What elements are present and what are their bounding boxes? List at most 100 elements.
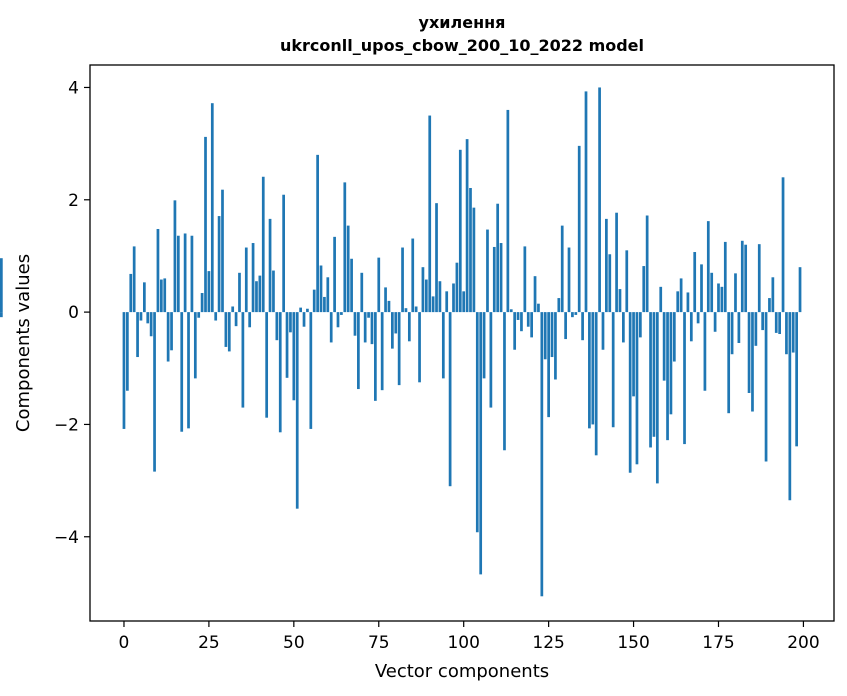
bar: [340, 312, 343, 315]
bar: [717, 283, 720, 313]
bar: [577, 145, 581, 313]
bar: [295, 312, 299, 509]
bar: [414, 306, 418, 313]
bar: [666, 312, 669, 441]
bar: [605, 218, 608, 313]
bar: [560, 225, 564, 313]
bar: [411, 238, 415, 313]
bar: [255, 281, 258, 313]
bar: [289, 312, 292, 333]
bar: [374, 312, 377, 401]
bar: [710, 272, 714, 313]
bar: [798, 267, 802, 313]
bar: [323, 296, 326, 313]
bar: [547, 312, 550, 418]
bar: [285, 312, 289, 378]
bar: [227, 312, 231, 352]
y-tick-label: −2: [54, 415, 79, 435]
bar: [747, 312, 751, 393]
bar: [693, 252, 697, 313]
bar: [129, 273, 133, 313]
bar: [564, 312, 567, 340]
bar: [428, 115, 432, 313]
bar: [306, 308, 309, 313]
bar: [153, 312, 156, 472]
bar: [795, 312, 798, 447]
bar: [156, 228, 160, 313]
bar: [363, 312, 367, 343]
bar: [601, 312, 605, 350]
bar: [173, 200, 177, 313]
bar: [506, 109, 510, 313]
bar: [686, 292, 690, 313]
bar: [418, 312, 421, 383]
bar: [319, 265, 323, 313]
bar: [384, 287, 387, 313]
bar: [482, 312, 486, 379]
bar: [727, 312, 731, 414]
bar: [757, 244, 761, 313]
bar: [370, 312, 374, 345]
bar: [632, 312, 635, 397]
bar: [696, 312, 700, 324]
bar: [299, 307, 302, 313]
bar: [655, 312, 659, 484]
bar: [628, 312, 632, 473]
bar: [207, 271, 211, 313]
bar: [163, 278, 167, 313]
bar: [642, 266, 646, 313]
bar: [278, 312, 282, 433]
bar: [0, 258, 3, 313]
bar: [336, 312, 340, 328]
bar: [571, 312, 574, 318]
bar: [533, 276, 537, 313]
bar: [146, 312, 150, 324]
bar: [781, 177, 785, 313]
bar: [251, 243, 255, 313]
bar: [683, 312, 686, 445]
bar: [350, 258, 353, 313]
bar: [343, 182, 347, 313]
bar: [407, 312, 411, 342]
chart-title: ухилення: [419, 13, 506, 32]
bar: [751, 312, 754, 412]
bar: [421, 267, 425, 313]
bar: [703, 312, 707, 391]
bar: [452, 283, 455, 313]
bar: [754, 312, 758, 346]
bar: [380, 312, 384, 391]
bar: [591, 312, 595, 425]
plot-area-frame: [89, 64, 835, 622]
bar: [540, 312, 544, 597]
bar: [149, 312, 153, 337]
bar: [543, 312, 547, 360]
bar: [475, 312, 479, 533]
bar: [489, 312, 493, 408]
bar: [537, 303, 540, 313]
bar: [214, 312, 218, 321]
bar: [0, 312, 3, 318]
bar: [554, 312, 557, 380]
bar: [200, 293, 204, 313]
bar: [720, 286, 724, 313]
y-axis-label: Components values: [13, 254, 34, 432]
bar: [404, 308, 408, 313]
bar: [190, 235, 194, 313]
y-tick-label: 0: [68, 303, 79, 323]
bar: [360, 272, 364, 313]
bar: [441, 312, 445, 379]
bar: [689, 312, 693, 342]
bar: [645, 215, 649, 313]
bar: [608, 254, 612, 313]
bar: [248, 312, 252, 328]
bar: [785, 312, 788, 355]
bar: [509, 309, 513, 313]
bar: [312, 289, 316, 313]
bar: [550, 312, 554, 358]
y-tick-label: 2: [68, 191, 79, 211]
bar: [622, 312, 625, 343]
bar: [567, 247, 571, 313]
bar: [635, 312, 639, 465]
bar: [377, 257, 381, 313]
bar: [329, 312, 333, 343]
